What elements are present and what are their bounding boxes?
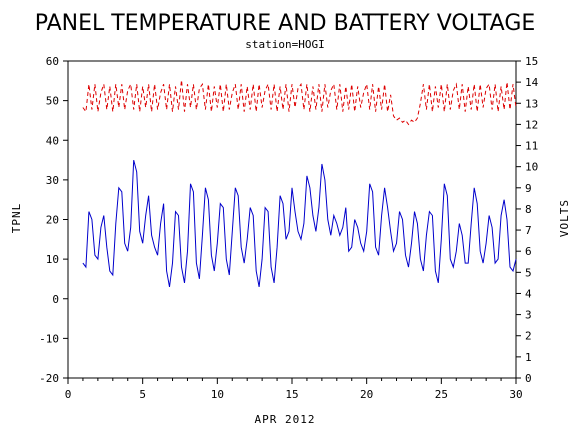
right-y-tick-label: 8 <box>525 203 532 216</box>
right-y-axis-label: VOLTS <box>558 199 570 237</box>
right-y-tick-label: 4 <box>525 287 532 300</box>
x-tick-label: 15 <box>285 388 298 401</box>
x-tick-label: 10 <box>211 388 224 401</box>
right-y-tick-label: 14 <box>525 76 539 89</box>
left-y-tick-label: -20 <box>39 372 59 385</box>
x-tick-label: 30 <box>509 388 522 401</box>
right-y-tick-label: 9 <box>525 182 532 195</box>
right-y-tick-label: 15 <box>525 55 538 68</box>
left-y-tick-label: 10 <box>46 253 59 266</box>
left-y-tick-label: 40 <box>46 134 59 147</box>
left-y-tick-label: 20 <box>46 214 59 227</box>
chart-title: PANEL TEMPERATURE AND BATTERY VOLTAGE <box>35 11 536 36</box>
right-y-tick-label: 12 <box>525 118 538 131</box>
right-y-tick-label: 3 <box>525 309 532 322</box>
series-layer <box>82 79 517 287</box>
right-y-tick-label: 11 <box>525 140 538 153</box>
right-y-tick-label: 1 <box>525 351 532 364</box>
right-y-tick-label: 0 <box>525 372 532 385</box>
right-y-tick-label: 6 <box>525 245 532 258</box>
x-axis: 0 5 10 15 20 25 30 <box>65 378 523 401</box>
left-y-tick-label: 60 <box>46 55 59 68</box>
left-y-tick-label: 0 <box>52 293 59 306</box>
right-y-tick-label: 2 <box>525 330 532 343</box>
left-y-axis-label: TPNL <box>10 203 23 234</box>
panel-temperature-line <box>82 159 517 287</box>
x-tick-label: 25 <box>435 388 448 401</box>
x-tick-label: 20 <box>360 388 373 401</box>
right-y-tick-label: 13 <box>525 97 538 110</box>
x-axis-label: APR 2012 <box>255 413 316 426</box>
right-y-tick-label: 10 <box>525 161 538 174</box>
x-tick-label: 5 <box>139 388 146 401</box>
x-tick-label: 0 <box>65 388 72 401</box>
left-y-tick-label: 50 <box>46 95 59 108</box>
battery-voltage-line <box>82 79 517 126</box>
left-y-tick-label: -10 <box>39 332 59 345</box>
right-y-tick-label: 5 <box>525 266 532 279</box>
right-y-tick-label: 7 <box>525 224 532 237</box>
chart-subtitle: station=HOGI <box>245 38 324 51</box>
left-y-axis: -20 -10 0 10 20 30 40 50 60 <box>39 55 68 385</box>
left-y-tick-label: 30 <box>46 174 59 187</box>
